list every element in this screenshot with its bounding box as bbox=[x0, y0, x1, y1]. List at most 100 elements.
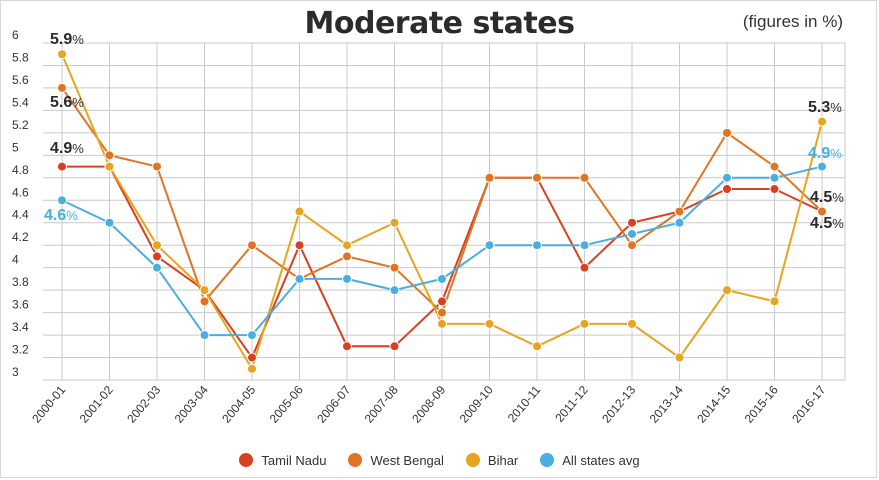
data-point bbox=[247, 352, 257, 363]
data-point bbox=[342, 240, 352, 251]
y-tick-label: 3.4 bbox=[12, 320, 29, 334]
data-point bbox=[484, 172, 495, 183]
data-point bbox=[722, 285, 732, 296]
data-point bbox=[817, 116, 827, 127]
legend-item: West Bengal bbox=[348, 453, 444, 468]
value-annotation: 5.3% bbox=[808, 99, 842, 116]
x-tick-label: 2004-05 bbox=[219, 383, 258, 426]
x-tick-label: 2010-11 bbox=[505, 383, 544, 425]
data-point bbox=[294, 240, 305, 251]
legend-item: All states avg bbox=[540, 452, 640, 468]
data-point bbox=[437, 273, 447, 284]
data-point bbox=[769, 296, 780, 307]
data-point bbox=[342, 251, 352, 262]
chart-title: Moderate states bbox=[304, 6, 575, 41]
x-tick-label: 2002-03 bbox=[124, 383, 163, 426]
data-point bbox=[104, 217, 115, 228]
x-tick-label: 2013-14 bbox=[647, 383, 686, 426]
data-point bbox=[389, 341, 400, 352]
data-point bbox=[817, 206, 827, 217]
data-point bbox=[532, 240, 542, 251]
y-tick-label: 4.2 bbox=[12, 230, 29, 244]
data-point bbox=[247, 330, 257, 341]
data-point bbox=[152, 161, 162, 172]
data-point bbox=[294, 206, 305, 217]
y-tick-label: 5.4 bbox=[12, 95, 29, 109]
data-point bbox=[437, 296, 447, 307]
data-point bbox=[199, 330, 210, 341]
data-point bbox=[389, 285, 400, 296]
data-point bbox=[57, 161, 67, 172]
value-annotation: 4.9% bbox=[808, 145, 842, 162]
y-tick-label: 5 bbox=[12, 140, 19, 154]
y-tick-label: 4.6 bbox=[12, 185, 29, 199]
x-tick-label: 2006-07 bbox=[314, 383, 353, 426]
data-point bbox=[769, 172, 780, 183]
data-point bbox=[152, 240, 162, 251]
y-tick-label: 3 bbox=[12, 365, 19, 379]
data-point bbox=[722, 184, 732, 195]
data-point bbox=[104, 161, 115, 172]
x-tick-label: 2009-10 bbox=[457, 383, 496, 426]
data-point bbox=[152, 262, 162, 273]
data-point bbox=[674, 206, 685, 217]
data-point bbox=[627, 217, 637, 228]
data-point bbox=[199, 296, 210, 307]
y-tick-label: 3.2 bbox=[12, 343, 29, 357]
data-point bbox=[579, 172, 590, 183]
x-tick-label: 2003-04 bbox=[172, 383, 211, 426]
value-annotation: 4.5% bbox=[810, 215, 844, 232]
legend-label: All states avg bbox=[562, 452, 640, 468]
x-tick-label: 2007-08 bbox=[362, 383, 401, 426]
value-annotation: 5.6% bbox=[50, 94, 84, 111]
value-annotation: 4.6% bbox=[44, 207, 78, 224]
x-tick-label: 2008-09 bbox=[409, 383, 448, 426]
data-point bbox=[247, 363, 257, 374]
x-tick-label: 2012-13 bbox=[599, 383, 638, 426]
data-point bbox=[722, 127, 732, 138]
data-point bbox=[342, 341, 352, 352]
legend-swatch bbox=[239, 453, 254, 467]
data-point bbox=[769, 184, 780, 195]
data-point bbox=[627, 228, 637, 239]
data-point bbox=[104, 150, 115, 161]
y-tick-label: 4.4 bbox=[12, 208, 29, 222]
y-tick-label: 5.6 bbox=[12, 73, 29, 87]
y-tick-label: 3.6 bbox=[12, 298, 29, 312]
data-point bbox=[389, 217, 400, 228]
value-annotation: 5.9% bbox=[50, 31, 84, 48]
legend-item: Bihar bbox=[465, 452, 519, 468]
legend-label: Bihar bbox=[487, 452, 519, 468]
legend-swatch bbox=[348, 453, 363, 467]
y-tick-label: 5.8 bbox=[12, 50, 29, 64]
data-point bbox=[674, 352, 685, 363]
data-point bbox=[57, 82, 67, 93]
y-tick-label: 4.8 bbox=[12, 163, 29, 177]
data-point bbox=[152, 251, 162, 262]
data-point bbox=[484, 318, 495, 329]
data-point bbox=[437, 318, 447, 329]
data-point bbox=[294, 273, 305, 284]
data-point bbox=[579, 262, 590, 273]
data-point bbox=[579, 240, 590, 251]
data-point bbox=[532, 341, 542, 352]
x-tick-label: 2015-16 bbox=[742, 383, 781, 426]
data-point bbox=[627, 318, 637, 329]
data-point bbox=[199, 285, 210, 296]
units-note: (figures in %) bbox=[742, 12, 843, 31]
y-tick-label: 3.8 bbox=[12, 275, 29, 289]
data-point bbox=[769, 161, 780, 172]
legend-swatch bbox=[465, 453, 480, 467]
y-tick-label: 6 bbox=[12, 28, 19, 42]
data-point bbox=[342, 273, 352, 284]
data-point bbox=[817, 161, 827, 172]
y-tick-label: 4 bbox=[12, 253, 19, 267]
data-point bbox=[389, 262, 400, 273]
value-annotation: 4.9% bbox=[50, 140, 84, 157]
x-tick-label: 2001-02 bbox=[77, 383, 116, 426]
legend-label: Tamil Nadu bbox=[261, 452, 327, 468]
data-point bbox=[674, 217, 685, 228]
legend-item: Tamil Nadu bbox=[239, 453, 326, 468]
